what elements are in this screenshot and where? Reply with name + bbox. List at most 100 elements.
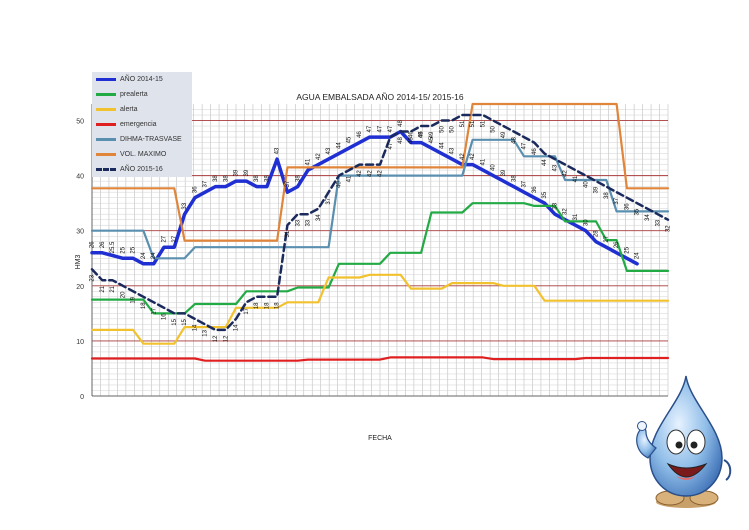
data-label: 39 bbox=[234, 169, 240, 176]
data-label: 48 bbox=[398, 120, 404, 127]
data-label: 41 bbox=[306, 158, 312, 165]
data-label: 40 bbox=[583, 181, 589, 188]
data-label: 44 bbox=[336, 142, 342, 149]
data-label: 38 bbox=[511, 175, 517, 182]
data-label: 47 bbox=[388, 142, 394, 149]
legend-swatch bbox=[96, 123, 116, 126]
legend-item: emergencia bbox=[92, 117, 192, 132]
data-label: 43 bbox=[552, 164, 558, 171]
legend-item: prealerta bbox=[92, 87, 192, 102]
data-label: 26 bbox=[614, 241, 620, 248]
data-label: 43 bbox=[275, 147, 281, 154]
data-label: 38 bbox=[265, 175, 271, 182]
data-label: 21 bbox=[110, 285, 116, 292]
legend-item: DIHMA-TRASVASE bbox=[92, 132, 192, 147]
y-tick-label: 10 bbox=[76, 339, 84, 346]
data-label: 27 bbox=[604, 235, 610, 242]
legend-swatch bbox=[96, 78, 116, 81]
legend-item: AÑO 2015-16 bbox=[92, 162, 192, 177]
data-label: 38 bbox=[604, 192, 610, 199]
data-label: 26 bbox=[90, 241, 96, 248]
y-tick-label: 20 bbox=[76, 284, 84, 291]
series-line bbox=[90, 356, 670, 362]
data-label: 14 bbox=[234, 324, 240, 331]
data-label: 15 bbox=[172, 318, 178, 325]
data-label: 41 bbox=[573, 175, 579, 182]
data-label: 51 bbox=[480, 120, 486, 127]
data-label: 17 bbox=[244, 307, 250, 314]
data-label: 39 bbox=[501, 169, 507, 176]
data-label: 47 bbox=[388, 125, 394, 132]
data-label: 38 bbox=[254, 175, 260, 182]
data-label: 13 bbox=[203, 329, 209, 336]
data-label: 15 bbox=[182, 318, 188, 325]
data-label: 40 bbox=[337, 181, 343, 188]
data-label: 40 bbox=[491, 164, 497, 171]
data-label: 42 bbox=[460, 153, 466, 160]
data-label: 25 bbox=[131, 246, 137, 253]
data-label: 12 bbox=[223, 335, 229, 342]
data-label: 42 bbox=[470, 153, 476, 160]
data-label: 42 bbox=[563, 170, 569, 177]
series-line bbox=[90, 138, 670, 260]
data-label: 26 bbox=[100, 241, 106, 248]
data-label: 46 bbox=[357, 131, 363, 138]
data-label: 27 bbox=[172, 235, 178, 242]
data-label: 20 bbox=[120, 291, 126, 298]
legend-swatch bbox=[96, 168, 116, 171]
data-label: 35 bbox=[635, 208, 641, 215]
data-label: 45 bbox=[429, 136, 435, 143]
data-label: 18 bbox=[275, 302, 281, 309]
data-label: 17 bbox=[151, 307, 157, 314]
legend-label: AÑO 2015-16 bbox=[120, 166, 163, 173]
data-label: 38 bbox=[223, 175, 229, 182]
data-label: 51 bbox=[470, 120, 476, 127]
data-label: 42 bbox=[357, 170, 363, 177]
legend-swatch bbox=[96, 138, 116, 141]
series-lines bbox=[90, 102, 670, 362]
data-label: 36 bbox=[192, 186, 198, 193]
data-label: 32 bbox=[563, 208, 569, 215]
legend-label: VOL. MAXIMO bbox=[120, 151, 167, 158]
series-line bbox=[90, 202, 670, 315]
chart-legend: AÑO 2014-15 prealerta alerta emergencia DIHM… bbox=[92, 72, 192, 177]
y-tick-label: 50 bbox=[76, 119, 84, 126]
legend-label: prealerta bbox=[120, 91, 148, 98]
series-line bbox=[90, 273, 670, 345]
legend-swatch bbox=[96, 153, 116, 156]
data-label: 51 bbox=[460, 120, 466, 127]
data-label: 33 bbox=[295, 219, 301, 226]
data-labels: 26 26 25.5 25 25 24 24 27 27 33 36 37 38 38 39 39 38 38 43… bbox=[90, 120, 672, 343]
legend-label: alerta bbox=[120, 106, 138, 113]
data-label: 45 bbox=[347, 136, 353, 143]
data-label: 31 bbox=[285, 230, 291, 237]
data-label: 37 bbox=[285, 180, 291, 187]
data-label: 48 bbox=[409, 137, 415, 144]
data-label: 23 bbox=[90, 274, 96, 281]
legend-swatch bbox=[96, 108, 116, 111]
data-label: 43 bbox=[326, 147, 332, 154]
data-label: 14 bbox=[192, 324, 198, 331]
data-label: 33 bbox=[306, 219, 312, 226]
data-label: 28 bbox=[594, 230, 600, 237]
data-label: 24 bbox=[141, 252, 147, 259]
data-label: 25.5 bbox=[110, 241, 116, 253]
legend-swatch bbox=[96, 93, 116, 96]
series-line bbox=[90, 113, 670, 332]
data-label: 34 bbox=[316, 214, 322, 221]
data-label: 32 bbox=[666, 225, 672, 232]
data-label: 48 bbox=[511, 136, 517, 143]
y-tick-label: 40 bbox=[76, 174, 84, 181]
data-label: 42 bbox=[316, 153, 322, 160]
data-label: 37 bbox=[614, 197, 620, 204]
data-label: 36 bbox=[624, 203, 630, 210]
data-label: 37 bbox=[522, 180, 528, 187]
data-label: 41 bbox=[480, 158, 486, 165]
data-label: 34 bbox=[645, 214, 651, 221]
data-label: 12 bbox=[213, 335, 219, 342]
data-label: 18 bbox=[141, 302, 147, 309]
data-label: 19 bbox=[131, 296, 137, 303]
data-label: 33 bbox=[655, 219, 661, 226]
data-label: 33 bbox=[552, 202, 558, 209]
